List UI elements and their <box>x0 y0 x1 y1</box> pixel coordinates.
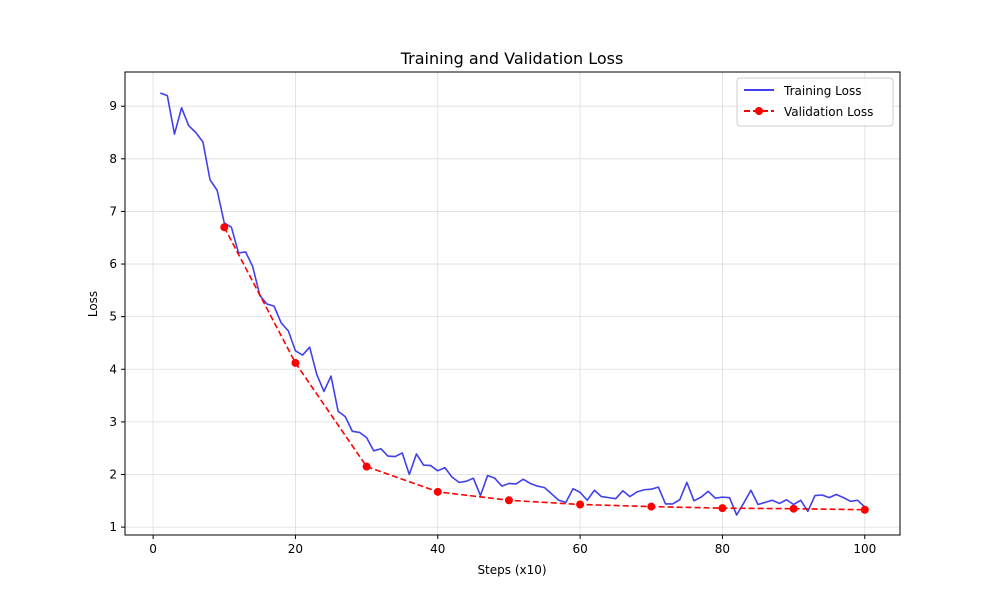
y-tick-label: 9 <box>109 99 117 113</box>
validation-loss-point <box>789 504 798 513</box>
legend-validation-label: Validation Loss <box>784 105 873 119</box>
y-tick-label: 8 <box>109 152 117 166</box>
legend-training-label: Training Loss <box>783 84 861 98</box>
y-axis-label: Loss <box>86 291 100 317</box>
validation-loss-point <box>504 496 513 505</box>
y-tick-label: 2 <box>109 467 117 481</box>
chart-title: Training and Validation Loss <box>400 49 624 68</box>
x-tick-label: 40 <box>430 542 445 556</box>
x-tick-label: 60 <box>572 542 587 556</box>
legend-box <box>736 77 894 127</box>
training-loss-line <box>159 92 866 516</box>
plot-frame <box>124 71 901 536</box>
x-tick-label: 0 <box>149 542 157 556</box>
validation-loss-point <box>647 502 656 511</box>
validation-loss-point <box>860 505 869 514</box>
x-tick-label: 80 <box>715 542 730 556</box>
validation-loss-point <box>362 462 371 471</box>
y-tick-label: 1 <box>109 520 117 534</box>
validation-loss-point <box>220 223 229 232</box>
y-tick-label: 3 <box>109 415 117 429</box>
series-group <box>159 92 869 516</box>
legend-validation-marker <box>755 107 763 115</box>
grid <box>125 72 900 535</box>
y-tick-label: 5 <box>109 310 117 324</box>
axis-ticks: 0 20 40 60 80 100 1 2 3 4 5 6 7 8 9 <box>109 99 876 556</box>
validation-loss-point <box>576 500 585 509</box>
validation-loss-line <box>223 226 865 511</box>
y-tick-label: 7 <box>109 204 117 218</box>
validation-loss-point <box>291 358 300 367</box>
legend: Training Loss Validation Loss <box>736 77 894 127</box>
y-tick-label: 6 <box>109 257 117 271</box>
y-tick-label: 4 <box>109 362 117 376</box>
x-tick-label: 20 <box>288 542 303 556</box>
validation-loss-point <box>718 504 727 513</box>
validation-loss-point <box>433 487 442 496</box>
x-tick-label: 100 <box>853 542 876 556</box>
x-axis-label: Steps (x10) <box>477 563 546 577</box>
